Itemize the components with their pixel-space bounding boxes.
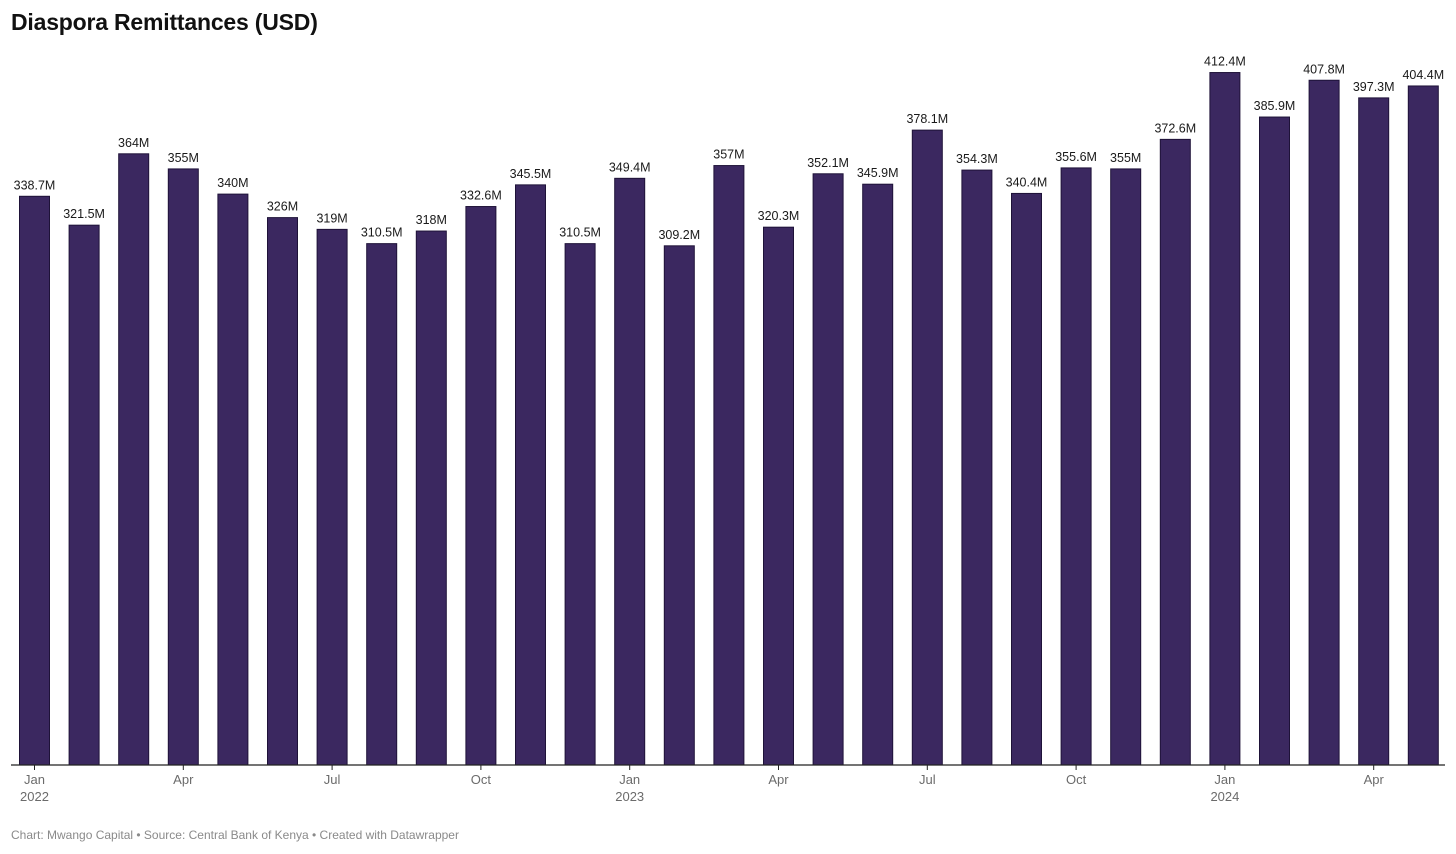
x-tick-year-label: 2024: [1210, 789, 1239, 804]
bar-2023-09: [1011, 192, 1042, 766]
x-tick-label: Jul: [324, 772, 341, 787]
data-label-2022-05: 340M: [217, 176, 248, 190]
data-label-2022-11: 345.5M: [510, 167, 552, 181]
data-label-2022-07: 319M: [316, 211, 347, 225]
x-tick-label: Apr: [1364, 772, 1385, 787]
x-tick-year-label: 2023: [615, 789, 644, 804]
bar-2024-04: [1358, 97, 1390, 766]
bar-2023-10: [1060, 167, 1092, 766]
data-label-2023-09: 340.4M: [1006, 175, 1048, 189]
data-label-2022-04: 355M: [168, 151, 199, 165]
bar-2023-05: [812, 173, 844, 766]
x-tick-label: Jan: [24, 772, 45, 787]
bar-2022-01: [19, 195, 50, 766]
bar-2022-09: [415, 230, 447, 766]
x-tick-label: Oct: [1066, 772, 1087, 787]
data-label-2022-08: 310.5M: [361, 226, 403, 240]
bar-2024-01: [1209, 72, 1241, 766]
bar-2022-03: [118, 153, 150, 766]
data-label-2024-02: 385.9M: [1254, 99, 1296, 113]
data-label-2023-07: 378.1M: [906, 112, 948, 126]
data-label-2023-02: 309.2M: [658, 228, 700, 242]
data-label-2023-05: 352.1M: [807, 156, 849, 170]
bar-2022-04: [167, 168, 199, 766]
bar-2022-06: [267, 217, 298, 766]
bar-2024-02: [1259, 116, 1290, 766]
data-label-2024-05: 404.4M: [1402, 68, 1444, 82]
bar-2022-12: [564, 243, 596, 766]
bar-2022-02: [68, 224, 100, 766]
data-label-2024-04: 397.3M: [1353, 80, 1395, 94]
bar-2023-04: [763, 226, 794, 766]
data-label-2023-04: 320.3M: [758, 209, 800, 223]
data-label-2023-03: 357M: [713, 148, 744, 162]
data-label-2022-12: 310.5M: [559, 226, 601, 240]
chart-title: Diaspora Remittances (USD): [11, 9, 318, 35]
bars-layer: [19, 72, 1439, 766]
bar-2022-10: [465, 206, 497, 766]
bar-2022-05: [217, 193, 249, 766]
data-label-2022-09: 318M: [416, 213, 447, 227]
data-label-2023-01: 349.4M: [609, 160, 651, 174]
bar-2023-02: [663, 245, 695, 766]
bar-2024-05: [1407, 85, 1439, 766]
x-tick-label: Apr: [768, 772, 789, 787]
data-label-2023-10: 355.6M: [1055, 150, 1097, 164]
data-label-2023-06: 345.9M: [857, 166, 899, 180]
data-label-2022-01: 338.7M: [14, 178, 56, 192]
x-axis-ticks: Jan 2022 Apr Jul Oct Jan 2023 Apr Jul Oct Jan 2024 A…: [20, 765, 1384, 804]
bar-2023-07: [911, 129, 943, 766]
bar-2022-07: [316, 228, 348, 766]
data-label-2022-03: 364M: [118, 136, 149, 150]
bar-2023-01: [614, 177, 646, 766]
x-tick-label: Apr: [173, 772, 194, 787]
data-label-2023-08: 354.3M: [956, 152, 998, 166]
x-tick-label: Jan: [619, 772, 640, 787]
bar-2023-12: [1159, 138, 1191, 766]
bar-2023-06: [862, 183, 894, 766]
data-label-2023-11: 355M: [1110, 151, 1141, 165]
data-label-2024-01: 412.4M: [1204, 55, 1246, 69]
bar-2023-03: [713, 165, 745, 766]
data-label-2024-03: 407.8M: [1303, 62, 1345, 76]
data-label-2023-12: 372.6M: [1154, 121, 1196, 135]
bar-2022-11: [515, 184, 546, 766]
bar-2022-08: [366, 243, 398, 766]
x-tick-label: Jul: [919, 772, 936, 787]
x-tick-label: Oct: [471, 772, 492, 787]
bar-2024-03: [1308, 79, 1340, 766]
bar-2023-11: [1110, 168, 1142, 766]
bar-2023-08: [961, 169, 993, 766]
data-label-2022-02: 321.5M: [63, 207, 105, 221]
chart-footer: Chart: Mwango Capital • Source: Central …: [11, 828, 459, 842]
x-tick-year-label: 2022: [20, 789, 49, 804]
data-label-2022-06: 326M: [267, 200, 298, 214]
data-label-2022-10: 332.6M: [460, 189, 502, 203]
data-labels-layer: 338.7M 321.5M 364M 355M 340M 326M 319M 310.5M 31…: [14, 55, 1445, 242]
x-tick-label: Jan: [1214, 772, 1235, 787]
